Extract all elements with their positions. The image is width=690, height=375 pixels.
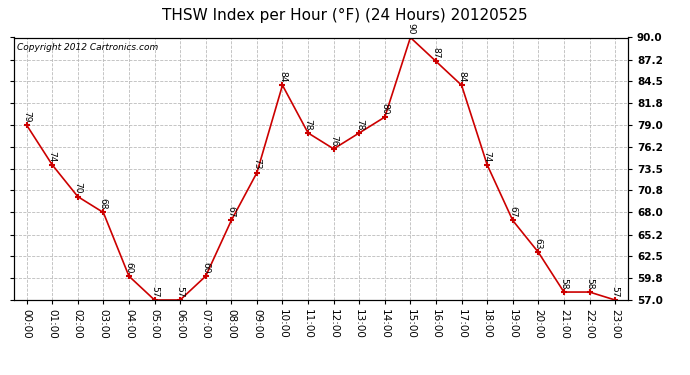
Text: 74: 74 — [483, 151, 492, 162]
Text: 87: 87 — [431, 47, 440, 58]
Text: 74: 74 — [48, 151, 57, 162]
Text: 79: 79 — [22, 111, 31, 122]
Text: THSW Index per Hour (°F) (24 Hours) 20120525: THSW Index per Hour (°F) (24 Hours) 2012… — [162, 8, 528, 22]
Text: 68: 68 — [99, 198, 108, 210]
Text: 58: 58 — [585, 278, 594, 289]
Text: 67: 67 — [509, 206, 518, 218]
Text: 60: 60 — [201, 262, 210, 273]
Text: 57: 57 — [150, 286, 159, 297]
Text: Copyright 2012 Cartronics.com: Copyright 2012 Cartronics.com — [17, 43, 158, 52]
Text: 57: 57 — [176, 286, 185, 297]
Text: 78: 78 — [304, 118, 313, 130]
Text: 70: 70 — [73, 182, 82, 194]
Text: 78: 78 — [355, 118, 364, 130]
Text: 73: 73 — [253, 159, 262, 170]
Text: 58: 58 — [560, 278, 569, 289]
Text: 84: 84 — [278, 71, 287, 82]
Text: 84: 84 — [457, 71, 466, 82]
Text: 57: 57 — [611, 286, 620, 297]
Text: 60: 60 — [124, 262, 133, 273]
Text: 76: 76 — [329, 135, 338, 146]
Text: 90: 90 — [406, 23, 415, 35]
Text: 80: 80 — [380, 103, 389, 114]
Text: 67: 67 — [227, 206, 236, 218]
Text: 63: 63 — [534, 238, 543, 249]
